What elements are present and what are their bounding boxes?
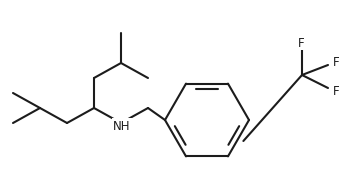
Text: F: F	[333, 56, 339, 68]
Text: F: F	[298, 36, 304, 50]
Text: NH: NH	[113, 119, 131, 133]
Text: F: F	[333, 85, 339, 97]
